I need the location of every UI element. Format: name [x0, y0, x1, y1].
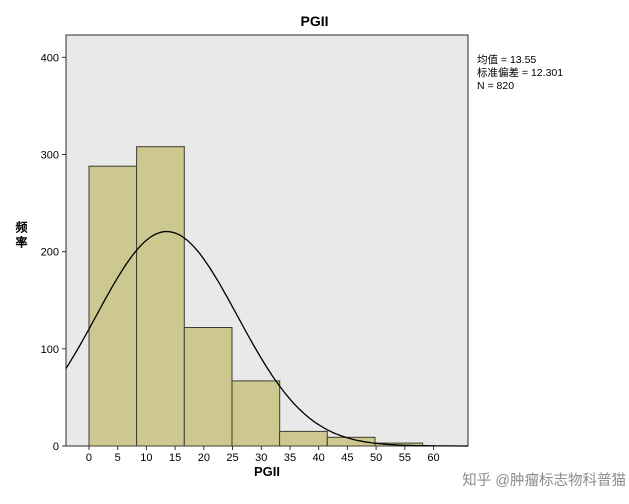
histogram-bar [231, 380, 281, 447]
x-tick-label: 55 [399, 452, 411, 464]
stats-annotation: 均值 = 13.55 标准偏差 = 12.301 N = 820 [477, 54, 563, 93]
x-tick-label: 45 [341, 452, 353, 464]
y-axis-label: 频率 [14, 221, 28, 251]
y-tick-label: 400 [41, 52, 59, 64]
histogram-bar [136, 146, 185, 447]
x-tick-label: 15 [169, 452, 181, 464]
y-tick-label: 0 [53, 441, 59, 453]
histogram-bar [279, 430, 328, 447]
x-tick-label: 50 [370, 452, 382, 464]
stat-std-dev: 标准偏差 = 12.301 [477, 67, 564, 79]
x-tick-label: 35 [284, 452, 296, 464]
y-tick-label: 200 [41, 247, 59, 259]
x-tick-label: 25 [226, 452, 238, 464]
histogram-bar [88, 165, 138, 447]
histogram-bar [326, 436, 376, 447]
x-axis-label: PGII [253, 464, 280, 479]
x-tick-label: 30 [255, 452, 267, 464]
x-tick-label: 60 [427, 452, 439, 464]
x-tick-label: 40 [313, 452, 325, 464]
chart-title: PGII [300, 13, 329, 29]
x-tick-label: 20 [198, 452, 210, 464]
histogram-bar [183, 327, 233, 447]
x-tick-label: 5 [115, 452, 121, 464]
normal-curve [65, 230, 468, 447]
y-tick-label: 300 [41, 150, 59, 162]
y-tick-label: 100 [41, 344, 59, 356]
stat-mean: 均值 = 13.55 [477, 54, 537, 66]
stat-n: N = 820 [477, 80, 515, 92]
x-tick-label: 10 [140, 452, 152, 464]
watermark: 知乎 @肿瘤标志物科普猫 [462, 473, 626, 489]
x-tick-label: 0 [86, 452, 92, 464]
